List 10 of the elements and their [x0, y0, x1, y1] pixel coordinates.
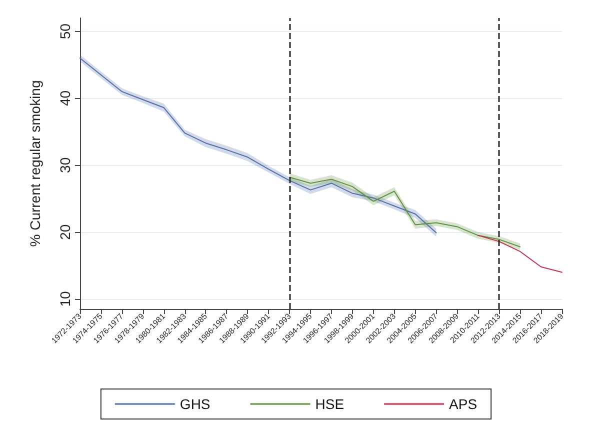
- y-tick-label: 20: [57, 224, 73, 240]
- line-series: [478, 234, 562, 273]
- y-tick-label: 40: [57, 90, 73, 106]
- y-tick-label: 30: [57, 157, 73, 173]
- y-tick-label: 50: [57, 23, 73, 40]
- y-tick-label: 10: [57, 290, 73, 307]
- legend-label: GHS: [180, 396, 210, 412]
- y-axis-title: % Current regular smoking: [27, 80, 43, 247]
- legend-label: HSE: [315, 396, 344, 412]
- legend-label: APS: [449, 396, 478, 412]
